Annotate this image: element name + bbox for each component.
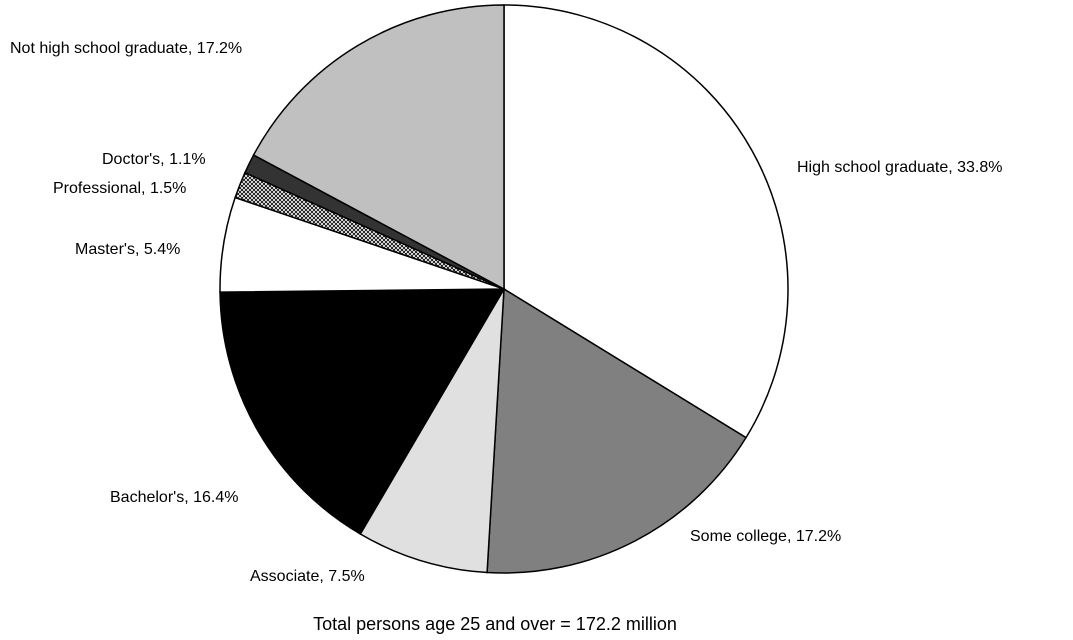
- pie-slice-not-high-school-graduate: [252, 4, 505, 291]
- slice-label-doctor-s: Doctor's, 1.1%: [102, 151, 206, 168]
- slice-label-not-high-school-graduate: Not high school graduate, 17.2%: [10, 40, 242, 57]
- slice-label-high-school-graduate: High school graduate, 33.8%: [797, 159, 1002, 176]
- slice-label-bachelor-s: Bachelor's, 16.4%: [110, 489, 238, 506]
- pie-slice-bachelor-s: [219, 288, 506, 536]
- chart-caption: Total persons age 25 and over = 172.2 mi…: [313, 614, 677, 634]
- pie-slice-some-college: [486, 287, 748, 574]
- slice-label-associate: Associate, 7.5%: [250, 568, 365, 585]
- slice-label-professional: Professional, 1.5%: [53, 180, 186, 197]
- pie-slice-associate: [359, 288, 505, 574]
- pie-slice-high-school-graduate: [503, 4, 789, 439]
- pie-labels: High school graduate, 33.8% Some college,…: [10, 40, 1002, 585]
- slice-label-master-s: Master's, 5.4%: [75, 241, 180, 258]
- slice-label-some-college: Some college, 17.2%: [690, 528, 841, 545]
- pie-slices: [219, 4, 789, 574]
